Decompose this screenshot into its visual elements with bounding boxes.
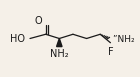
Text: ’’NH₂: ’’NH₂ (113, 35, 135, 44)
Text: O: O (34, 16, 42, 26)
Polygon shape (57, 38, 62, 47)
Text: F: F (108, 47, 113, 57)
Text: NH₂: NH₂ (50, 49, 69, 59)
Text: HO: HO (10, 33, 25, 44)
